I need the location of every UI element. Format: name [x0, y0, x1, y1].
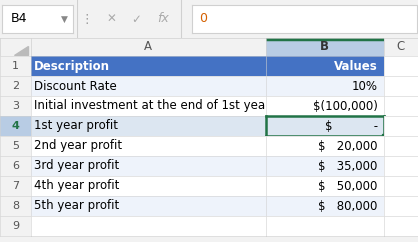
Text: 1st year profit: 1st year profit [34, 120, 118, 133]
Text: Description: Description [34, 60, 110, 73]
Text: $   50,000: $ 50,000 [319, 180, 378, 192]
Text: B: B [320, 40, 329, 53]
Text: $(100,000): $(100,000) [313, 99, 378, 113]
Text: 4th year profit: 4th year profit [34, 180, 119, 192]
Text: 3: 3 [12, 101, 19, 111]
Text: Discount Rate: Discount Rate [34, 80, 117, 92]
Text: 10%: 10% [352, 80, 378, 92]
Text: $   80,000: $ 80,000 [319, 199, 378, 212]
Text: 0: 0 [199, 13, 207, 25]
Text: 7: 7 [12, 181, 19, 191]
Text: A: A [144, 40, 153, 53]
Text: ✕: ✕ [106, 13, 116, 25]
Text: 8: 8 [12, 201, 19, 211]
Polygon shape [14, 46, 28, 54]
Text: ⋮: ⋮ [80, 13, 93, 25]
Text: $           -: $ - [325, 120, 378, 133]
Text: Values: Values [334, 60, 378, 73]
Text: 5th year profit: 5th year profit [34, 199, 119, 212]
Text: $   35,000: $ 35,000 [319, 159, 378, 173]
Text: fx: fx [157, 13, 169, 25]
Text: Initial investment at the end of 1st year: Initial investment at the end of 1st yea… [34, 99, 270, 113]
Text: 1: 1 [12, 61, 19, 71]
Text: ▼: ▼ [61, 15, 68, 23]
Text: 2nd year profit: 2nd year profit [34, 139, 122, 152]
Text: C: C [397, 40, 405, 53]
Text: 5: 5 [12, 141, 19, 151]
Text: 9: 9 [12, 221, 19, 231]
Text: B4: B4 [10, 13, 27, 25]
Text: 4: 4 [12, 121, 19, 131]
Text: 3rd year profit: 3rd year profit [34, 159, 119, 173]
Text: ✓: ✓ [131, 13, 141, 25]
Text: 6: 6 [12, 161, 19, 171]
Text: $   20,000: $ 20,000 [319, 139, 378, 152]
Text: 2: 2 [12, 81, 19, 91]
